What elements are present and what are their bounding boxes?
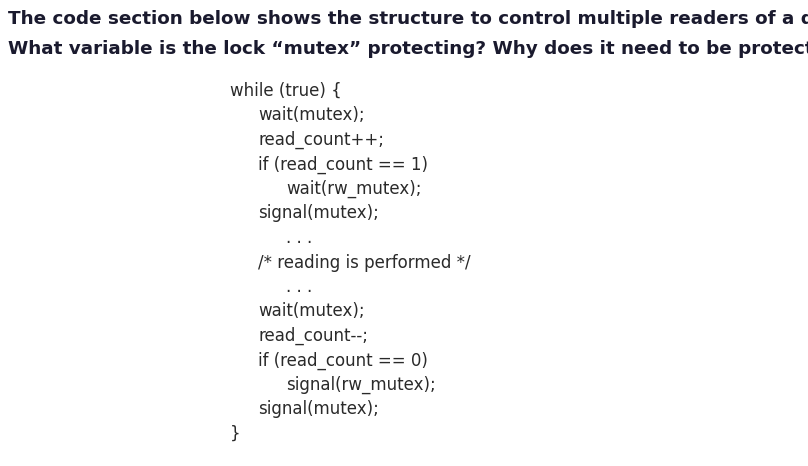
Text: wait(rw_mutex);: wait(rw_mutex);	[286, 180, 422, 198]
Text: /* reading is performed */: /* reading is performed */	[258, 254, 470, 272]
Text: read_count++;: read_count++;	[258, 131, 384, 149]
Text: wait(mutex);: wait(mutex);	[258, 302, 364, 321]
Text: if (read_count == 0): if (read_count == 0)	[258, 351, 428, 370]
Text: while (true) {: while (true) {	[230, 82, 342, 100]
Text: if (read_count == 1): if (read_count == 1)	[258, 156, 428, 174]
Text: signal(rw_mutex);: signal(rw_mutex);	[286, 376, 436, 394]
Text: signal(mutex);: signal(mutex);	[258, 400, 379, 418]
Text: }: }	[230, 425, 241, 443]
Text: read_count--;: read_count--;	[258, 327, 368, 345]
Text: signal(mutex);: signal(mutex);	[258, 205, 379, 222]
Text: The code section below shows the structure to control multiple readers of a data: The code section below shows the structu…	[8, 10, 808, 28]
Text: . . .: . . .	[286, 278, 312, 296]
Text: wait(mutex);: wait(mutex);	[258, 107, 364, 124]
Text: . . .: . . .	[286, 229, 312, 247]
Text: What variable is the lock “mutex” protecting? Why does it need to be protected?: What variable is the lock “mutex” protec…	[8, 40, 808, 58]
